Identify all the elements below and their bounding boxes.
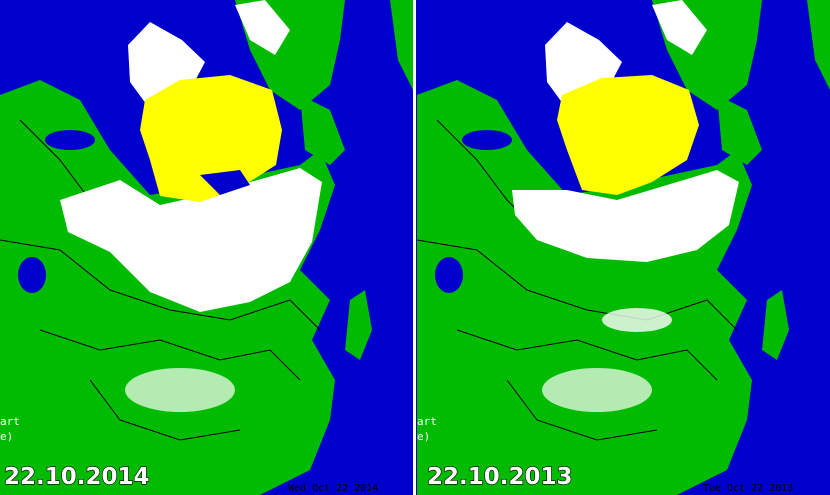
date-label: 22.10.2014 (4, 464, 150, 490)
legend-fragment: art (417, 415, 437, 428)
open-water (200, 170, 250, 195)
panel-2013: 22.10.2013 Tue Oct 22 2013 art e) (416, 0, 830, 495)
divider (413, 0, 416, 495)
legend-fragment: art (0, 415, 20, 428)
snow-cover (60, 168, 322, 312)
legend-fragment: e) (0, 430, 13, 443)
timestamp: Wed Oct 22 2014 (288, 483, 378, 494)
snow-cover (512, 170, 739, 262)
panel-2014: 22.10.2014 Wed Oct 22 2014 art e) (0, 0, 414, 495)
timestamp: Tue Oct 22 2013 (703, 483, 793, 494)
snow-patch (602, 308, 672, 332)
date-label: 22.10.2013 (427, 464, 573, 490)
sea-ice (140, 75, 282, 202)
legend-fragment: e) (417, 430, 430, 443)
sea-ice (557, 75, 699, 195)
